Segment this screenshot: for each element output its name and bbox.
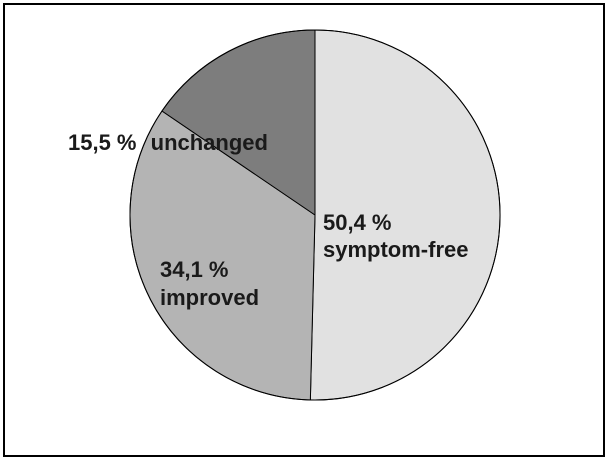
- pie-outline: [129, 29, 501, 401]
- slice-label-improved: 34,1 % improved: [160, 257, 259, 310]
- slice-value-unchanged: 15,5 %: [68, 130, 137, 155]
- slice-value-improved: 34,1 %: [160, 257, 229, 282]
- slice-label-symptom-free: 50,4 % symptom-free: [323, 210, 468, 262]
- slice-label-unchanged: 15,5 % unchanged: [68, 130, 268, 155]
- pie-chart: 50,4 % symptom-free 34,1 % improved 15,5…: [68, 29, 501, 401]
- slice-category-symptom-free: symptom-free: [323, 237, 468, 262]
- slice-value-symptom-free: 50,4 %: [323, 210, 392, 235]
- slice-category-improved: improved: [160, 285, 259, 310]
- pie-slices: [129, 29, 501, 401]
- chart-frame: 50,4 % symptom-free 34,1 % improved 15,5…: [3, 3, 605, 457]
- slice-category-unchanged: unchanged: [151, 130, 268, 155]
